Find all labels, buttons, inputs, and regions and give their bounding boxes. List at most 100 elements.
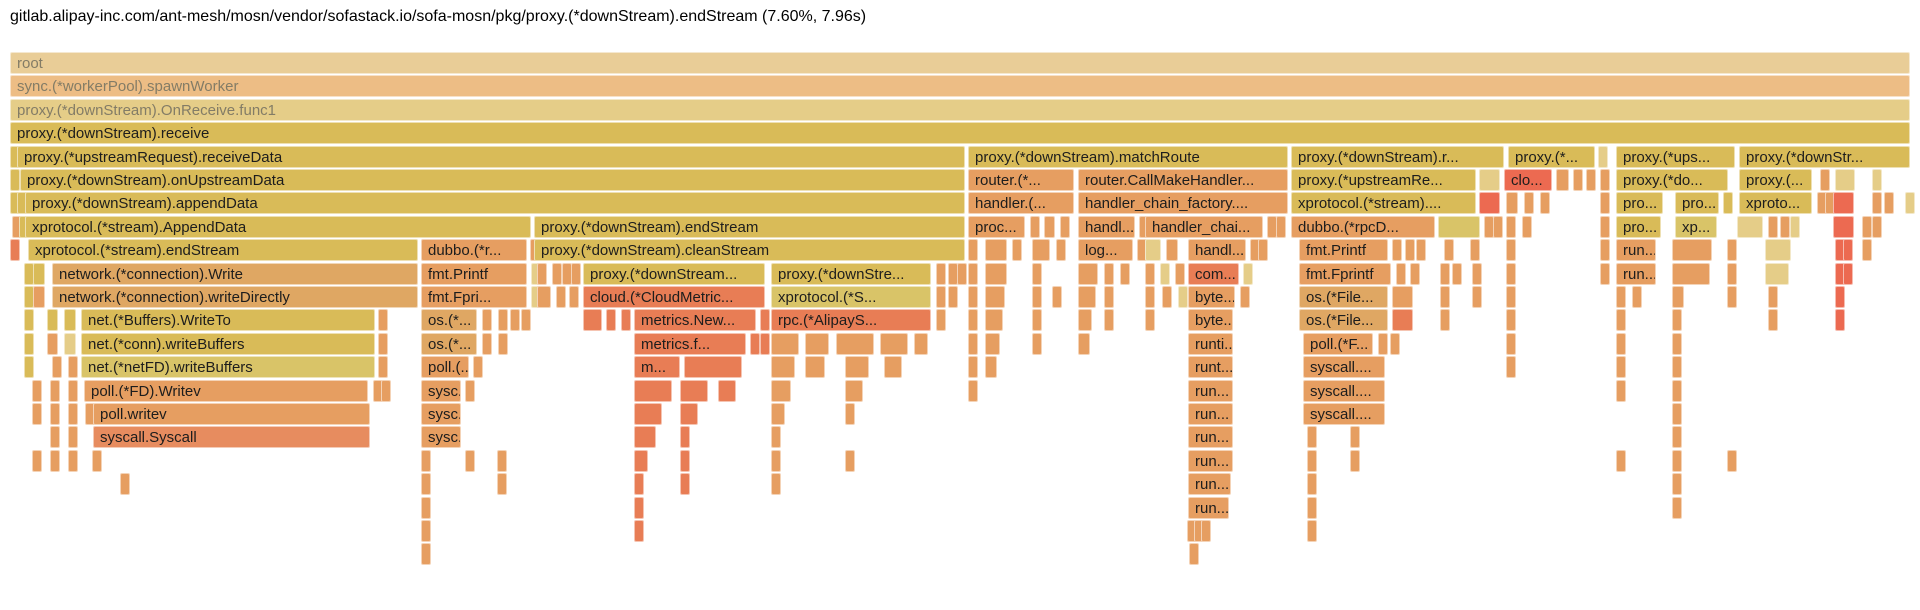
flame-frame[interactable]: handler_chai... [1145, 215, 1263, 238]
flame-frame-sliver[interactable] [1307, 520, 1317, 542]
flame-frame-sliver[interactable] [1120, 262, 1130, 285]
flame-frame-sliver[interactable] [985, 309, 1003, 332]
flame-frame[interactable]: router.CallMakeHandler... [1078, 169, 1288, 191]
flame-frame[interactable]: proxy.(... [1739, 169, 1812, 191]
flame-frame-sliver[interactable] [1078, 286, 1096, 308]
flame-frame-sliver[interactable] [1540, 192, 1550, 215]
flame-frame-sliver[interactable] [680, 379, 708, 402]
flame-frame[interactable]: proxy.(*ups... [1616, 145, 1735, 168]
flame-frame[interactable]: network.(*connection).writeDirectly [52, 286, 418, 308]
flame-frame-sliver[interactable] [1672, 426, 1682, 449]
flame-frame-sliver[interactable] [1790, 215, 1800, 238]
flame-frame-sliver[interactable] [1672, 332, 1682, 355]
flame-frame[interactable]: run... [1188, 496, 1229, 519]
flame-frame-sliver[interactable] [1307, 496, 1317, 519]
flame-frame[interactable]: handler.(... [968, 192, 1074, 215]
flame-frame-sliver[interactable] [1032, 239, 1050, 262]
flame-frame-sliver[interactable] [1727, 239, 1737, 262]
flame-frame[interactable]: syscall.... [1303, 379, 1385, 402]
flame-frame[interactable]: clo... [1504, 169, 1552, 191]
flame-frame-sliver[interactable] [884, 356, 902, 379]
flame-frame[interactable]: byte... [1188, 309, 1233, 332]
flame-frame-sliver[interactable] [1820, 169, 1830, 191]
flame-frame-sliver[interactable] [1737, 215, 1763, 238]
flame-frame-sliver[interactable] [1833, 215, 1854, 238]
flame-frame-sliver[interactable] [845, 379, 863, 402]
flame-frame[interactable]: os.(*... [421, 332, 477, 355]
flame-frame-sliver[interactable] [606, 309, 616, 332]
flame-frame-sliver[interactable] [621, 309, 631, 332]
flame-frame-sliver[interactable] [985, 332, 1000, 355]
flame-frame-sliver[interactable] [1276, 215, 1286, 238]
flame-frame-sliver[interactable] [1175, 262, 1185, 285]
flame-frame[interactable]: poll.(*F... [1303, 332, 1373, 355]
flame-frame-sliver[interactable] [1506, 215, 1516, 238]
flame-frame-sliver[interactable] [1052, 286, 1062, 308]
flame-frame-sliver[interactable] [1727, 449, 1737, 472]
flame-frame-sliver[interactable] [1145, 286, 1155, 308]
flame-frame-sliver[interactable] [1060, 215, 1070, 238]
flame-frame-sliver[interactable] [968, 356, 978, 379]
flame-frame[interactable]: proxy.(*downStream).OnReceive.func1 [10, 98, 1910, 121]
flame-frame-sliver[interactable] [936, 286, 946, 308]
flame-frame-sliver[interactable] [1044, 215, 1055, 238]
flame-frame-sliver[interactable] [634, 449, 648, 472]
flame-frame-sliver[interactable] [421, 473, 431, 496]
flame-frame[interactable]: pro... [1616, 192, 1663, 215]
flame-frame[interactable]: run... [1188, 473, 1231, 496]
flame-frame-sliver[interactable] [64, 309, 76, 332]
flame-frame-sliver[interactable] [537, 286, 551, 308]
flame-frame-sliver[interactable] [498, 309, 508, 332]
flame-frame-sliver[interactable] [1166, 239, 1178, 262]
flame-frame-sliver[interactable] [957, 262, 967, 285]
flame-frame[interactable]: m... [634, 356, 680, 379]
flame-frame-sliver[interactable] [1104, 309, 1114, 332]
flame-frame-sliver[interactable] [64, 332, 76, 355]
flame-frame-sliver[interactable] [1078, 332, 1090, 355]
flame-frame-sliver[interactable] [1243, 262, 1253, 285]
flame-frame-sliver[interactable] [421, 520, 431, 542]
flame-frame-sliver[interactable] [1472, 286, 1482, 308]
flame-frame-sliver[interactable] [1032, 332, 1042, 355]
flame-frame-sliver[interactable] [1350, 426, 1360, 449]
flame-frame[interactable]: run... [1188, 403, 1233, 425]
flame-frame-sliver[interactable] [569, 286, 579, 308]
flame-frame-sliver[interactable] [47, 332, 58, 355]
flame-frame-sliver[interactable] [1392, 309, 1413, 332]
flame-frame[interactable]: xprotocol.(*stream).... [1291, 192, 1476, 215]
flame-frame-sliver[interactable] [845, 449, 855, 472]
flame-frame-sliver[interactable] [497, 473, 507, 496]
flame-frame-sliver[interactable] [1506, 309, 1516, 332]
flame-frame-sliver[interactable] [1078, 262, 1098, 285]
flame-frame[interactable]: handler_chain_factory.... [1078, 192, 1288, 215]
flame-frame[interactable]: dubbo.(*rpcD... [1291, 215, 1435, 238]
flame-frame[interactable]: proxy.(*downStream... [583, 262, 765, 285]
flame-frame-sliver[interactable] [1672, 262, 1710, 285]
flame-frame-sliver[interactable] [968, 239, 978, 262]
flame-frame[interactable]: proxy.(*upstreamRe... [1291, 169, 1476, 191]
flame-frame-sliver[interactable] [52, 356, 62, 379]
flame-frame[interactable]: pro... [1616, 215, 1661, 238]
flame-frame-sliver[interactable] [1440, 286, 1450, 308]
flame-frame-sliver[interactable] [1307, 426, 1317, 449]
flame-frame[interactable]: xprotocol.(*stream).endStream [28, 239, 418, 262]
flame-frame-sliver[interactable] [1524, 192, 1534, 215]
flame-frame[interactable]: poll.(... [421, 356, 469, 379]
flame-frame-sliver[interactable] [1672, 379, 1682, 402]
flame-frame[interactable]: xprotocol.(*S... [771, 286, 931, 308]
flame-frame-sliver[interactable] [1145, 262, 1155, 285]
flame-frame-sliver[interactable] [1616, 286, 1626, 308]
flame-frame-sliver[interactable] [1506, 239, 1516, 262]
flame-frame-sliver[interactable] [378, 356, 388, 379]
flame-frame-sliver[interactable] [845, 403, 855, 425]
flame-frame-sliver[interactable] [583, 309, 602, 332]
flame-frame-sliver[interactable] [1493, 215, 1503, 238]
flame-frame[interactable]: runti... [1188, 332, 1233, 355]
flame-frame[interactable]: sysc... [421, 426, 461, 449]
flame-frame-sliver[interactable] [1672, 286, 1684, 308]
flame-frame-sliver[interactable] [1506, 286, 1516, 308]
flame-frame-sliver[interactable] [10, 169, 20, 191]
flame-frame-sliver[interactable] [378, 309, 388, 332]
flame-frame[interactable]: run... [1616, 239, 1656, 262]
flame-frame-sliver[interactable] [634, 379, 672, 402]
